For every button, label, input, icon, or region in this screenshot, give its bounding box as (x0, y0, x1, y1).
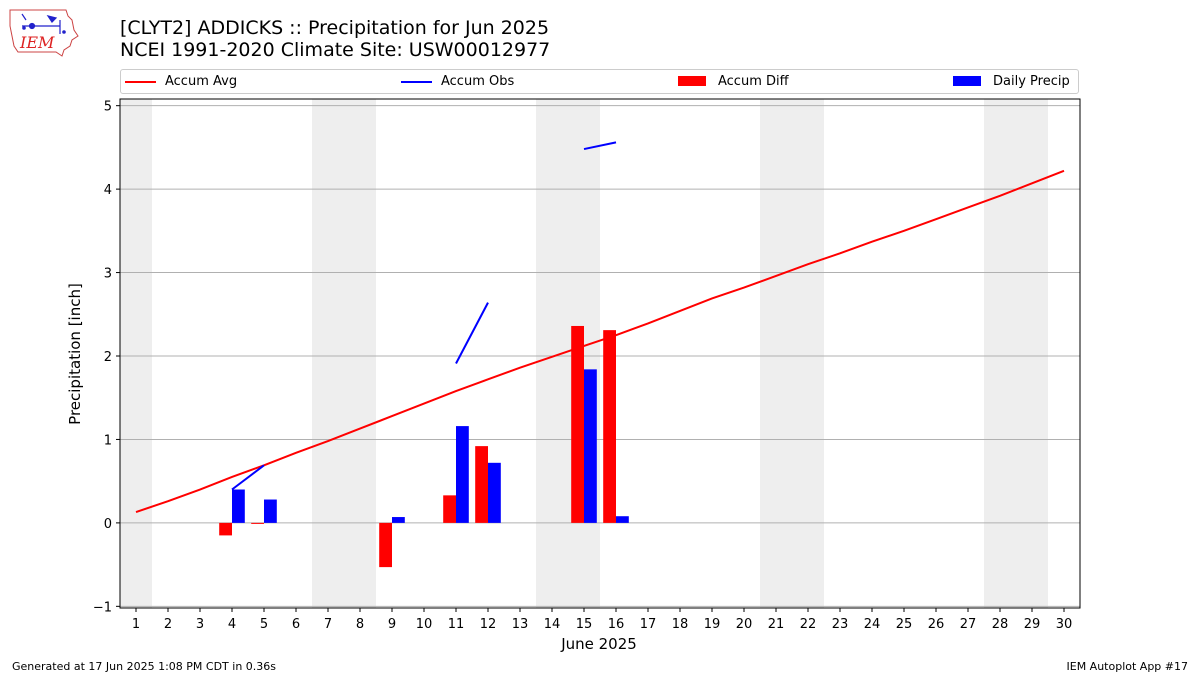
daily-precip-bar (456, 426, 469, 523)
y-tick-label: 3 (104, 267, 112, 282)
legend-label: Daily Precip (993, 74, 1070, 89)
x-tick-label: 3 (196, 617, 204, 632)
x-tick-label: 27 (960, 617, 977, 632)
footer-generated: Generated at 17 Jun 2025 1:08 PM CDT in … (12, 660, 277, 673)
weekend-band (120, 99, 152, 608)
gridlines (120, 105, 1080, 607)
bars (219, 325, 629, 568)
daily-precip-bar (488, 462, 501, 523)
weekend-band (760, 99, 824, 608)
x-tick-label: 24 (864, 617, 881, 632)
legend-swatch (678, 76, 706, 86)
accum-obs-segment (231, 464, 265, 491)
chart-title: [CLYT2] ADDICKS :: Precipitation for Jun… (120, 17, 550, 39)
accum-diff-bar (251, 522, 264, 524)
x-tick-label: 29 (1024, 617, 1041, 632)
x-tick-label: 1 (132, 617, 140, 632)
legend-swatch (401, 81, 432, 83)
daily-precip-bar (392, 517, 405, 523)
x-tick-label: 4 (228, 617, 236, 632)
y-axis-label: Precipitation [inch] (66, 283, 84, 425)
accum-obs-segment (583, 141, 617, 151)
y-tick-label: 2 (104, 350, 112, 365)
plot-frame (119, 98, 1081, 609)
x-tick-label: 20 (736, 617, 753, 632)
weekend-band (536, 99, 600, 608)
x-tick-label: 2 (164, 617, 172, 632)
accum-diff-bar (475, 446, 488, 523)
logo-text: IEM (19, 33, 55, 52)
x-tick-label: 16 (608, 617, 625, 632)
x-tick-label: 18 (672, 617, 689, 632)
x-tick-label: 19 (704, 617, 721, 632)
legend-swatch (125, 81, 156, 83)
x-tick-label: 5 (260, 617, 268, 632)
accum-diff-bar (571, 325, 584, 523)
x-tick-label: 15 (576, 617, 593, 632)
weekend-band (312, 99, 376, 608)
accum-obs-segment (455, 302, 489, 364)
y-tick-label: −1 (93, 600, 112, 615)
x-tick-label: 28 (992, 617, 1009, 632)
daily-precip-bar (264, 499, 277, 523)
daily-precip-bar (584, 369, 597, 523)
x-tick-label: 8 (356, 617, 364, 632)
footer-app: IEM Autoplot App #17 (1066, 660, 1189, 673)
legend-label: Accum Diff (718, 74, 789, 89)
x-tick-label: 6 (292, 617, 300, 632)
accum-diff-bar (603, 330, 616, 523)
accum-diff-bar (379, 522, 392, 568)
chart-subtitle: NCEI 1991-2020 Climate Site: USW00012977 (120, 39, 551, 61)
x-tick-label: 30 (1056, 617, 1073, 632)
y-tick-label: 1 (104, 433, 112, 448)
legend-swatch (953, 76, 981, 86)
accum-avg-line (135, 169, 1065, 513)
x-tick-label: 11 (448, 617, 465, 632)
weekend-band (984, 99, 1048, 608)
y-tick-label: 5 (104, 100, 112, 115)
iem-logo: IEM (9, 9, 79, 57)
accum-diff-bar (443, 495, 456, 523)
x-tick-label: 21 (768, 617, 785, 632)
daily-precip-bar (616, 516, 629, 523)
weekend-shading (120, 99, 1048, 608)
x-tick-label: 13 (512, 617, 529, 632)
y-tick-label: 0 (104, 517, 112, 532)
x-tick-label: 25 (896, 617, 913, 632)
x-tick-label: 26 (928, 617, 945, 632)
y-tick-label: 4 (104, 183, 112, 198)
x-tick-label: 9 (388, 617, 396, 632)
x-tick-label: 23 (832, 617, 849, 632)
x-tick-label: 14 (544, 617, 561, 632)
x-tick-label: 10 (416, 617, 433, 632)
accum-diff-bar (219, 522, 232, 536)
x-axis-label: June 2025 (560, 635, 637, 653)
lines (135, 141, 1065, 513)
daily-precip-bar (232, 489, 245, 523)
x-tick-label: 12 (480, 617, 497, 632)
x-tick-label: 7 (324, 617, 332, 632)
x-tick-label: 22 (800, 617, 817, 632)
legend: Accum Avg Accum Obs Accum Diff Daily Pre… (120, 69, 1079, 94)
x-tick-label: 17 (640, 617, 657, 632)
legend-label: Accum Obs (441, 74, 515, 89)
legend-label: Accum Avg (165, 74, 238, 89)
